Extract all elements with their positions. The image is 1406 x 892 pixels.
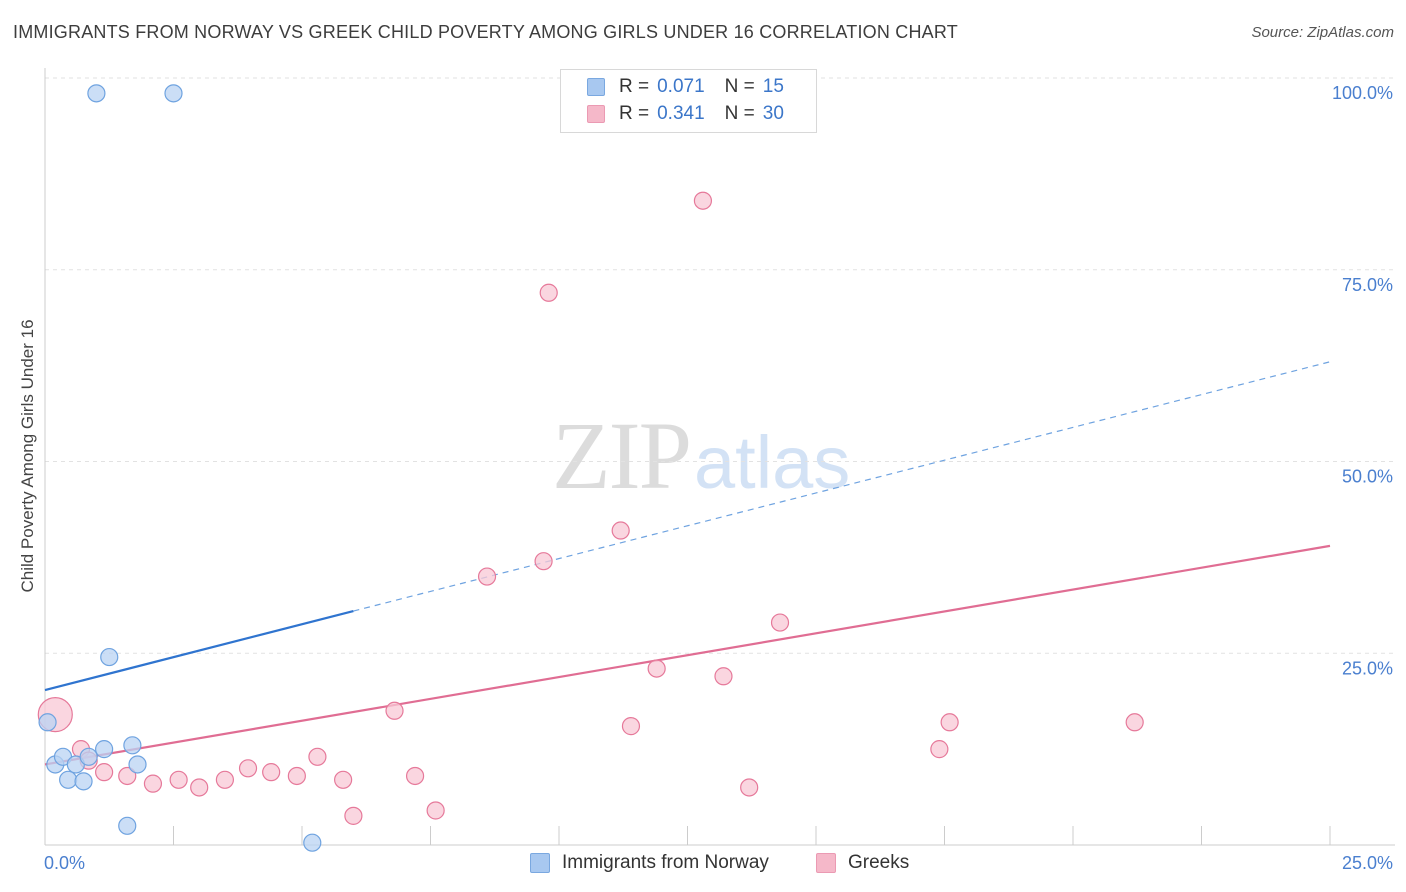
legend-row-norway: R = 0.071 N = 15 [587, 74, 784, 100]
source-label: Source: ZipAtlas.com [1251, 24, 1394, 41]
point-greeks [287, 766, 306, 786]
point-greeks [740, 778, 759, 797]
point-greeks [770, 613, 790, 632]
point-greeks [693, 191, 713, 210]
point-greeks [215, 770, 234, 789]
point-norway [87, 84, 106, 103]
point-greeks [621, 717, 641, 736]
legend-r-label: R = [619, 103, 650, 124]
bottom-legend-norway: Immigrants from Norway [530, 852, 769, 874]
chart-title: IMMIGRANTS FROM NORWAY VS GREEK CHILD PO… [13, 22, 958, 42]
point-norway [59, 770, 78, 789]
trendline-greeks [44, 544, 1331, 766]
point-norway [128, 755, 147, 774]
point-greeks [190, 778, 209, 797]
correlation-legend: R = 0.071 N = 15 R = 0.341 N = 30 [560, 69, 817, 133]
legend-r-value: 0.071 [657, 76, 705, 97]
point-greeks [95, 763, 114, 782]
point-norway [164, 84, 183, 103]
bottom-legend-label-norway: Immigrants from Norway [562, 852, 769, 873]
bottom-legend-swatch-greeks [816, 853, 836, 873]
legend-r-label: R = [619, 76, 650, 97]
point-greeks [940, 713, 959, 732]
point-greeks [426, 801, 445, 820]
point-greeks [405, 766, 425, 786]
point-greeks [647, 659, 666, 678]
y-tick-label: 75.0% [1342, 275, 1393, 295]
point-greeks [262, 763, 281, 782]
point-greeks [385, 701, 404, 720]
point-greeks [539, 283, 558, 302]
legend-swatch-greeks [587, 105, 605, 123]
legend-n-label: N = [724, 103, 755, 124]
point-greeks [611, 521, 630, 540]
point-greeks [118, 766, 137, 786]
y-tick-label: 100.0% [1332, 83, 1393, 103]
point-greeks [334, 770, 353, 789]
point-norway [79, 747, 98, 766]
point-greeks [308, 747, 327, 766]
point-norway [100, 647, 119, 667]
legend-n-value: 30 [762, 103, 784, 124]
point-greeks [238, 759, 258, 778]
legend-row-greeks: R = 0.341 N = 30 [587, 101, 784, 127]
x-tick-label: 0.0% [44, 853, 85, 873]
trendline-norway [44, 609, 354, 692]
point-norway [38, 713, 57, 732]
point-greeks [143, 774, 163, 793]
point-greeks [169, 770, 188, 789]
bottom-legend-label-greeks: Greeks [848, 852, 910, 873]
bottom-legend-greeks: Greeks [816, 852, 909, 874]
point-norway [74, 772, 93, 791]
legend-n-value: 15 [762, 76, 784, 97]
legend-r-value: 0.341 [657, 103, 705, 124]
trendline-norway-extension [353, 361, 1331, 612]
point-norway [95, 740, 114, 759]
point-norway [123, 736, 142, 755]
point-norway [303, 833, 322, 852]
y-tick-label: 25.0% [1342, 658, 1393, 678]
legend-swatch-norway [587, 78, 605, 96]
point-greeks [930, 740, 949, 759]
point-greeks [534, 552, 553, 571]
point-greeks [344, 806, 363, 825]
point-greeks [477, 567, 497, 586]
point-norway [118, 816, 137, 835]
bottom-legend-swatch-norway [530, 853, 550, 873]
x-tick-label: 25.0% [1342, 853, 1393, 873]
legend-n-label: N = [724, 76, 755, 97]
point-greeks [1125, 713, 1144, 732]
point-greeks [714, 667, 733, 686]
y-tick-label: 50.0% [1342, 467, 1393, 487]
